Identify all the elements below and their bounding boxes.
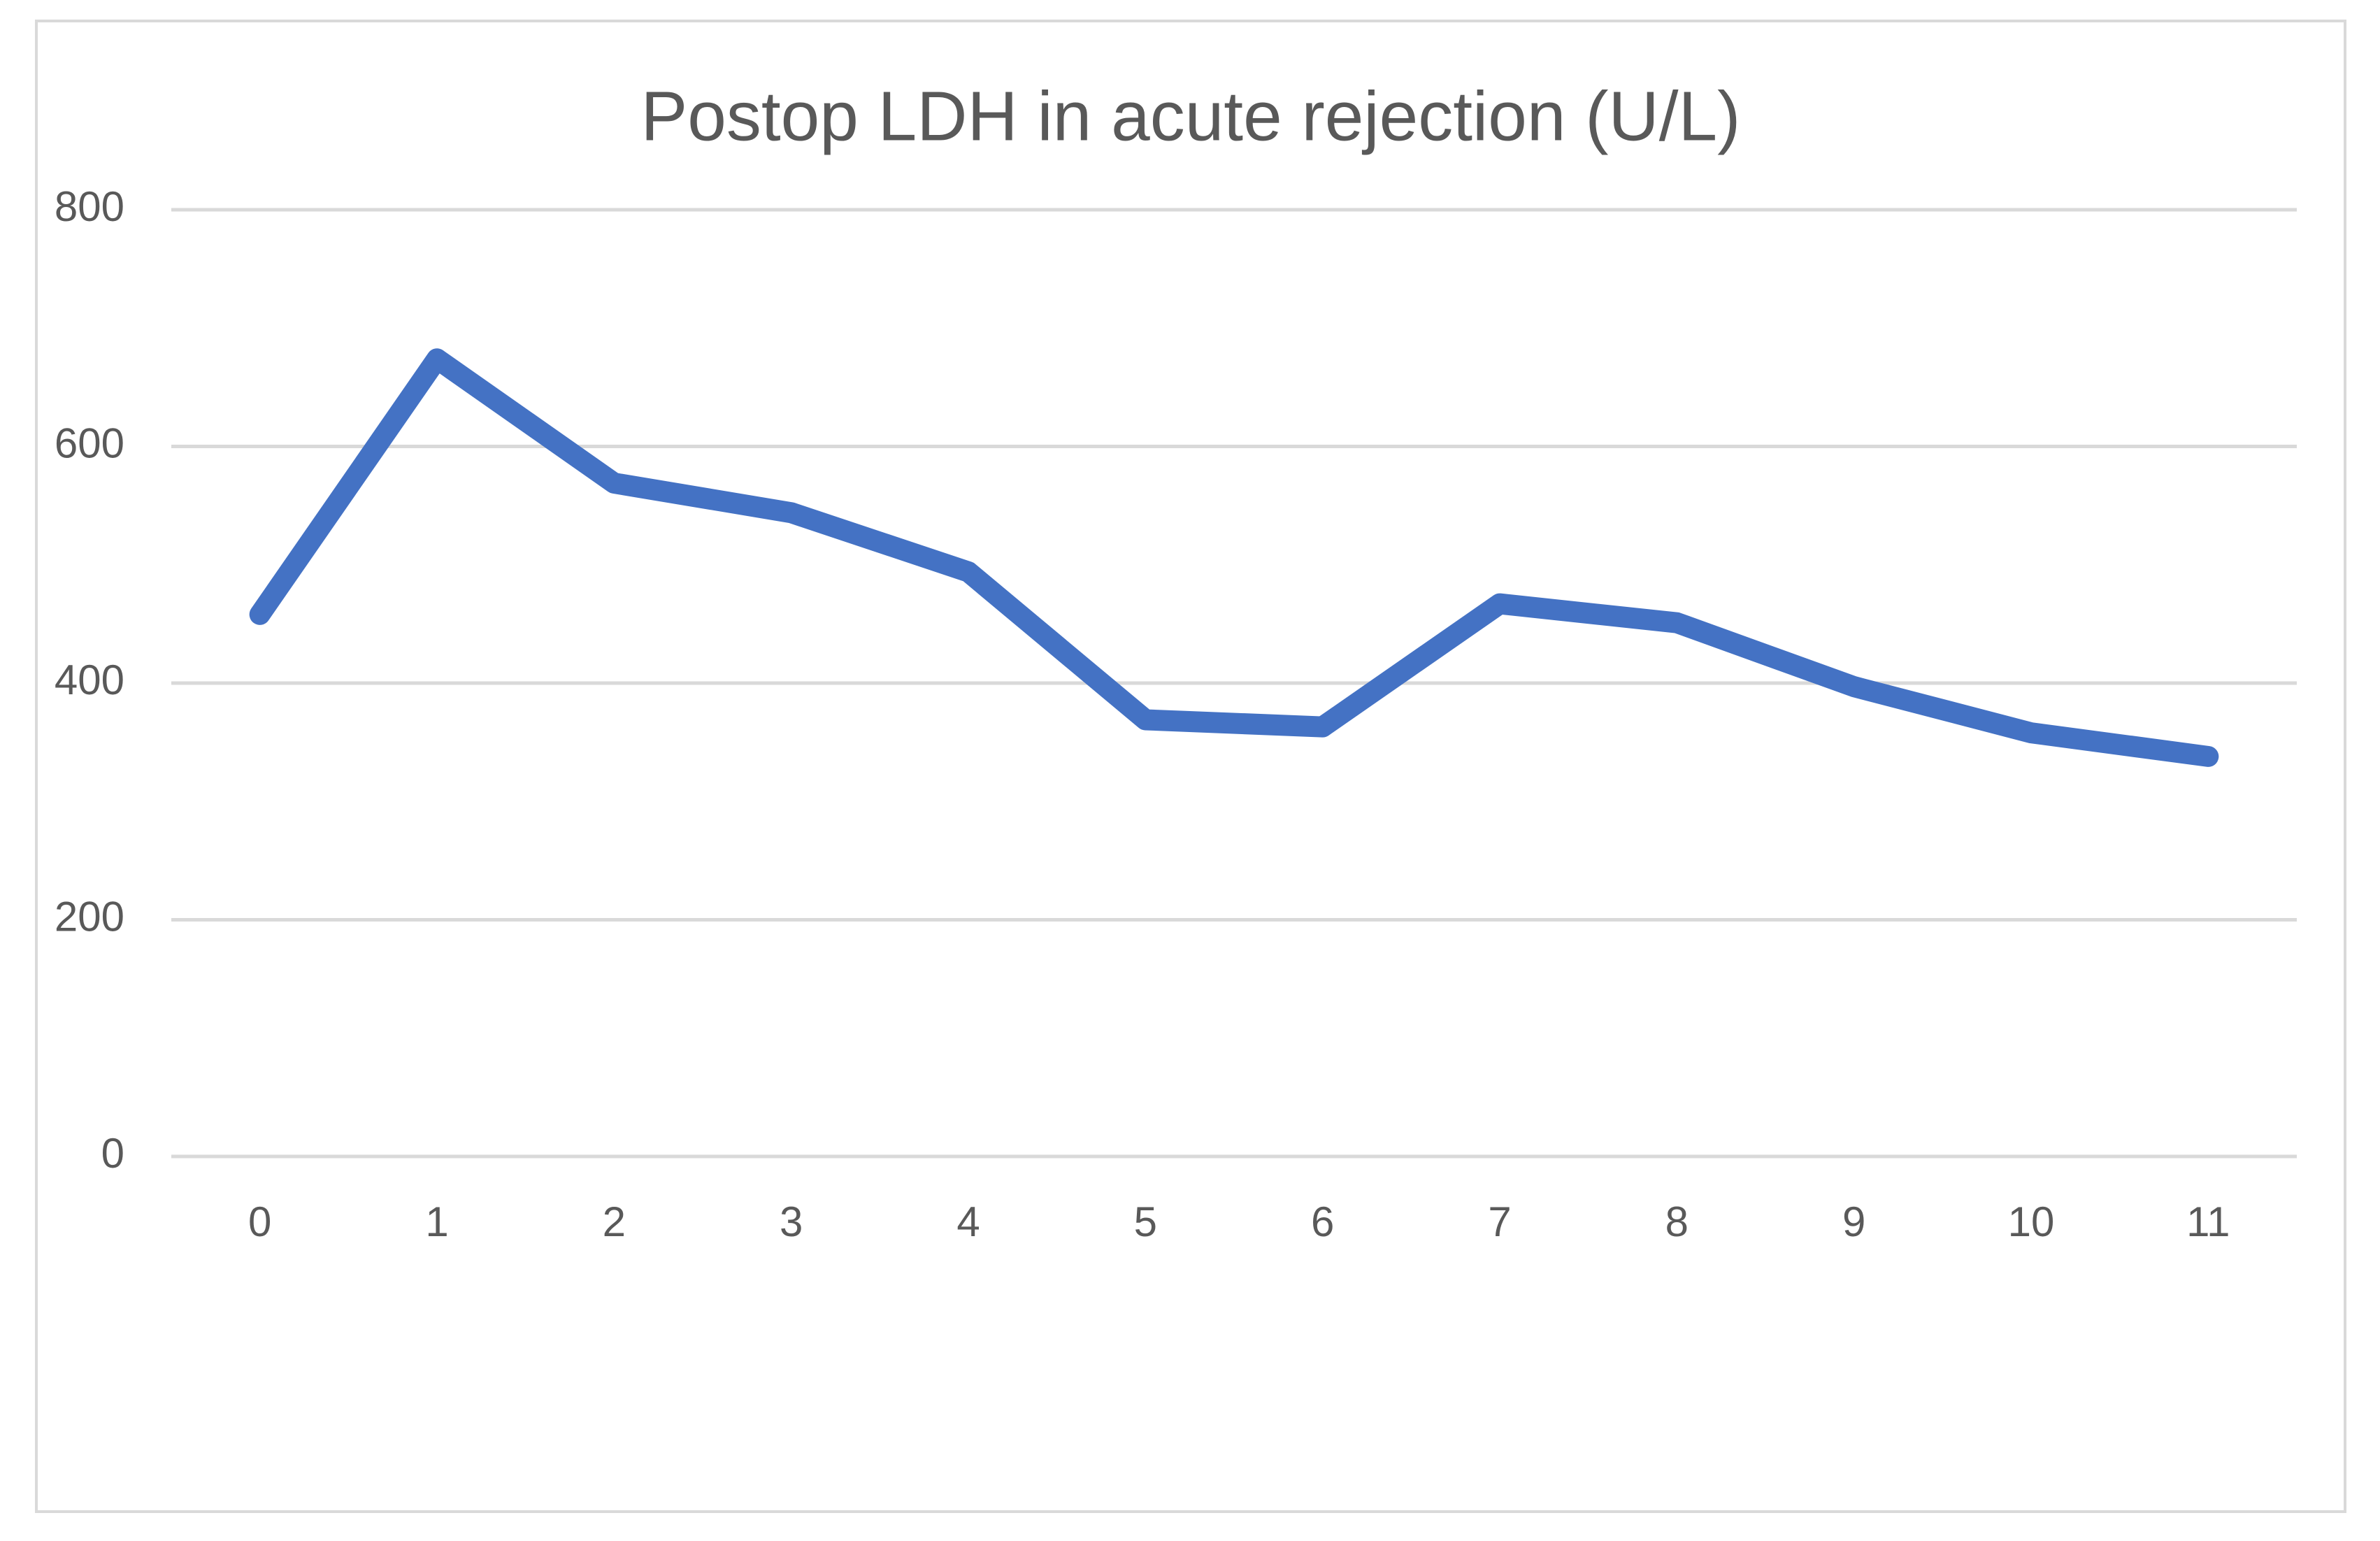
x-tick-label: 3: [780, 1198, 803, 1245]
x-tick-label: 2: [603, 1198, 626, 1245]
x-tick-label: 6: [1311, 1198, 1334, 1245]
x-tick-label: 9: [1842, 1198, 1865, 1245]
x-tick-label: 8: [1665, 1198, 1689, 1245]
x-tick-label: 7: [1488, 1198, 1511, 1245]
chart-title: Postop LDH in acute rejection (U/L): [641, 77, 1741, 155]
x-tick-label: 10: [2008, 1198, 2055, 1245]
x-tick-label: 0: [248, 1198, 271, 1245]
data-line: [249, 348, 2219, 767]
x-tick-label: 11: [2186, 1198, 2230, 1245]
x-tick-label: 4: [956, 1198, 980, 1245]
x-tick-label: 1: [425, 1198, 448, 1245]
y-tick-label: 0: [101, 1130, 124, 1177]
y-tick-label: 600: [55, 420, 124, 466]
x-tick-label: 5: [1134, 1198, 1157, 1245]
chart-border: [35, 20, 2346, 1513]
y-tick-label: 400: [55, 657, 124, 703]
y-tick-label: 800: [55, 183, 124, 230]
y-tick-label: 200: [55, 893, 124, 940]
